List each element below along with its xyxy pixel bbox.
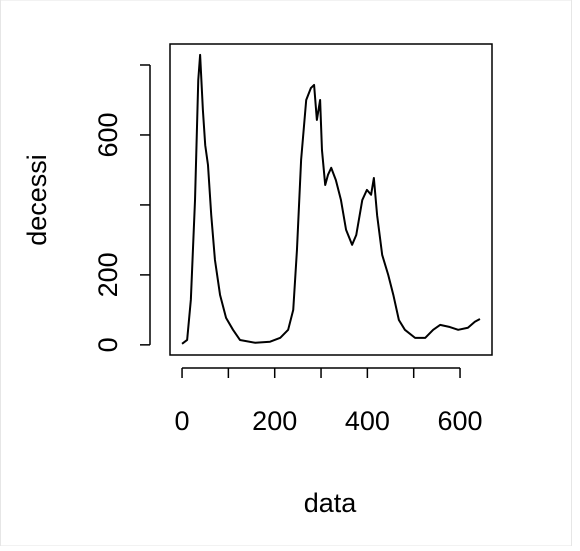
- frame: [0, 0, 572, 547]
- y-tick-label: 600: [93, 112, 123, 157]
- y-tick-label: 0: [93, 337, 123, 352]
- x-tick-label: 0: [175, 406, 190, 436]
- x-tick-label: 400: [345, 406, 390, 436]
- x-tick-label: 200: [252, 406, 297, 436]
- line: [181, 53, 481, 345]
- y-tick-label: 200: [93, 252, 123, 297]
- x-axis-label: data: [304, 488, 358, 518]
- x-tick-label: 600: [438, 406, 483, 436]
- plot-box: [169, 43, 493, 356]
- y-axis-label: decessi: [22, 154, 52, 246]
